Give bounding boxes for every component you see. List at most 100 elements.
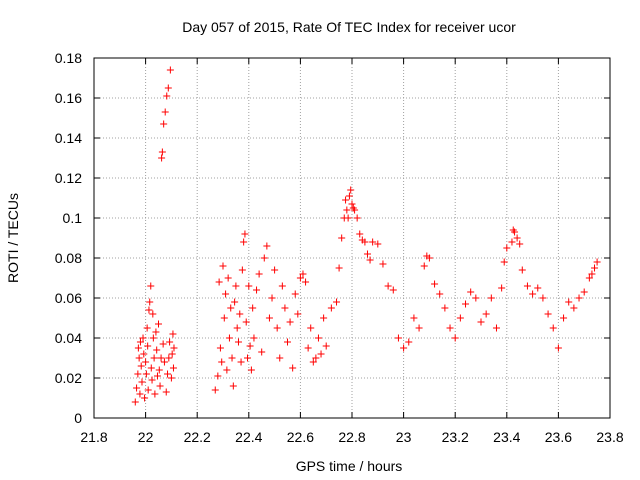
data-point — [153, 372, 161, 380]
data-point — [314, 334, 322, 342]
data-point — [338, 234, 346, 242]
data-point — [286, 318, 294, 326]
data-point — [348, 200, 356, 208]
data-point — [151, 390, 159, 398]
data-point — [161, 108, 169, 116]
data-point — [134, 344, 142, 352]
data-point — [155, 320, 162, 328]
data-point — [534, 284, 542, 292]
grid-lines — [94, 58, 610, 418]
data-point — [168, 350, 176, 358]
data-point — [146, 298, 154, 306]
data-point — [149, 334, 157, 342]
y-tick-label: 0.18 — [55, 50, 82, 66]
data-point — [342, 196, 350, 204]
data-point — [143, 324, 151, 332]
data-point — [441, 304, 449, 312]
data-point — [482, 310, 490, 318]
data-point — [147, 282, 155, 290]
data-point — [405, 338, 413, 346]
data-point — [211, 386, 219, 394]
data-point — [467, 288, 475, 296]
data-point — [245, 282, 253, 290]
data-point — [166, 66, 174, 74]
data-point — [345, 192, 353, 200]
x-tick-label: 23.6 — [545, 429, 572, 445]
data-point — [498, 284, 506, 292]
y-tick-label: 0 — [74, 410, 82, 426]
data-point — [307, 324, 315, 332]
data-point — [335, 264, 343, 272]
data-point — [570, 304, 578, 312]
data-point — [544, 310, 552, 318]
data-point — [166, 338, 174, 346]
data-point — [431, 280, 439, 288]
data-point — [554, 344, 562, 352]
data-point — [142, 370, 150, 378]
data-point — [312, 354, 320, 362]
data-point — [415, 324, 423, 332]
data-point — [284, 338, 291, 346]
x-tick-label: 23 — [396, 429, 412, 445]
data-point — [138, 378, 146, 386]
data-point — [242, 318, 250, 326]
data-point — [227, 304, 235, 312]
data-point — [575, 294, 583, 302]
x-tick-label: 23.4 — [493, 429, 520, 445]
data-point — [389, 286, 397, 294]
data-point — [169, 364, 177, 372]
y-tick-label: 0.1 — [63, 210, 83, 226]
data-point — [477, 318, 485, 326]
data-point — [347, 186, 355, 194]
data-point — [231, 298, 239, 306]
data-point — [136, 390, 144, 398]
data-point — [588, 270, 596, 278]
data-point — [229, 382, 237, 390]
data-point — [158, 148, 166, 156]
data-point — [278, 282, 286, 290]
data-point — [250, 334, 258, 342]
y-tick-label: 0.14 — [55, 130, 82, 146]
data-point — [141, 394, 149, 402]
data-point — [142, 358, 150, 366]
data-point — [351, 206, 359, 214]
data-point — [160, 358, 168, 366]
data-point — [343, 206, 351, 214]
data-point — [333, 298, 341, 306]
data-point — [263, 242, 271, 250]
data-point — [518, 266, 526, 274]
data-point — [436, 290, 444, 298]
data-point — [322, 342, 330, 350]
data-point — [164, 370, 172, 378]
data-point — [289, 364, 297, 372]
data-point — [309, 358, 317, 366]
data-point — [228, 354, 236, 362]
data-point — [240, 238, 248, 246]
data-point — [237, 358, 245, 366]
data-point — [220, 314, 228, 322]
data-point — [164, 84, 172, 92]
data-point — [446, 324, 454, 332]
data-point — [344, 214, 352, 222]
data-point — [294, 310, 302, 318]
data-point — [232, 282, 240, 290]
data-point — [363, 250, 371, 258]
data-point — [296, 274, 304, 282]
data-point — [384, 282, 392, 290]
x-tick-label: 22.2 — [184, 429, 211, 445]
data-point — [246, 342, 254, 350]
data-point — [169, 330, 177, 338]
data-point — [487, 294, 495, 302]
data-point — [425, 254, 433, 262]
x-tick-label: 22 — [138, 429, 154, 445]
data-point — [549, 324, 557, 332]
data-point — [155, 366, 163, 374]
data-point — [361, 238, 369, 246]
data-point — [218, 358, 226, 366]
data-point — [156, 382, 164, 390]
data-point — [503, 244, 511, 252]
data-point — [223, 366, 231, 374]
data-point — [508, 238, 516, 246]
axis-ticks: 0 0.02 0.04 0.06 0.08 0.1 0.12 0.14 0.16 0.18 21.8… — [55, 50, 624, 445]
data-point — [144, 342, 152, 350]
